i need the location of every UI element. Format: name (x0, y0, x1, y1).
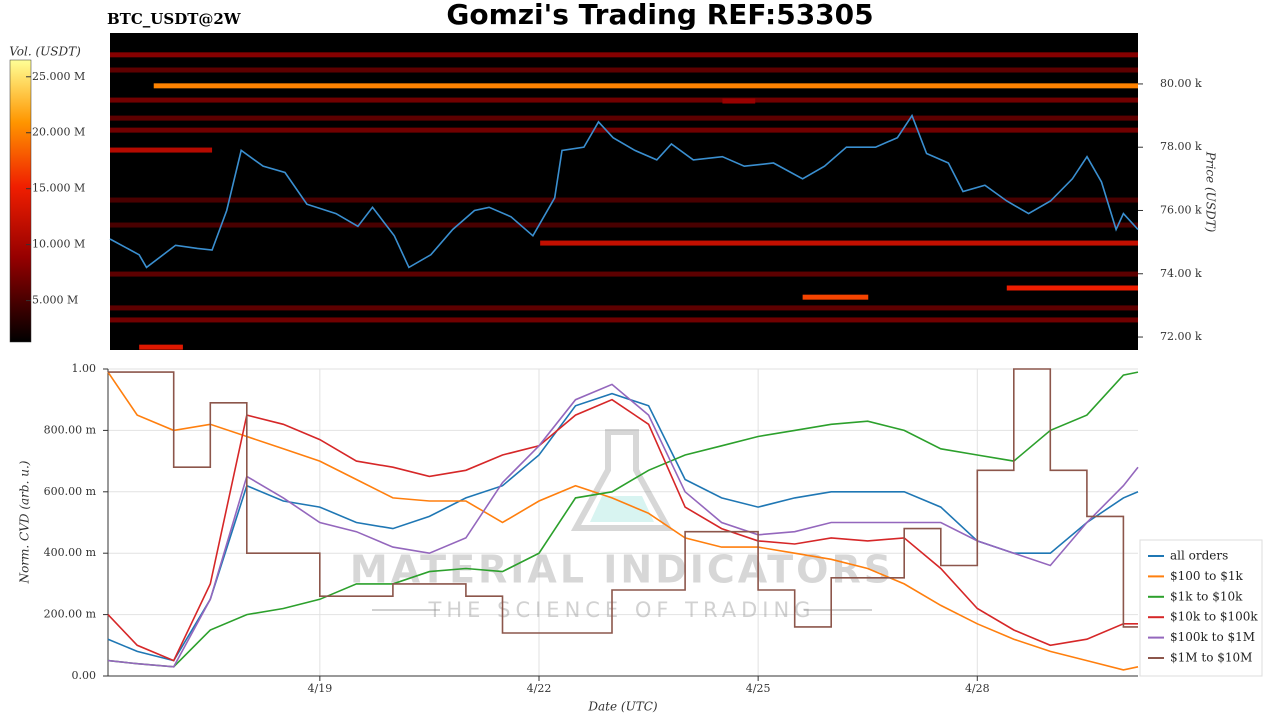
liquidity-band (110, 147, 213, 153)
liquidity-band (110, 222, 1138, 228)
liquidity-band (540, 240, 1138, 246)
liquidity-band (110, 97, 1138, 103)
colorbar-tick-label: 5.000 M (32, 294, 78, 307)
x-tick-label: 4/25 (746, 682, 771, 695)
chart-title: Gomzi's Trading REF:53305 (446, 0, 873, 31)
liquidity-band (110, 52, 1138, 58)
legend-label: $100 to $1k (1170, 569, 1243, 583)
x-axis-title: Date (UTC) (587, 700, 657, 714)
liquidity-band (1006, 285, 1138, 291)
colorbar-tick-label: 20.000 M (32, 126, 85, 139)
y-tick-label: 1.00 (72, 362, 97, 375)
cvd-line (107, 371, 1139, 671)
y-tick-label: 200.00 m (44, 608, 97, 621)
legend-label: $1k to $10k (1170, 589, 1243, 603)
heatmap-background (110, 33, 1138, 350)
liquidity-band (110, 127, 1138, 133)
plot-area (108, 369, 1138, 676)
legend-label: $100k to $1M (1170, 630, 1255, 644)
liquidity-band (802, 294, 869, 300)
colorbar-tick-label: 15.000 M (32, 182, 85, 195)
watermark-text: THE SCIENCE OF TRADING (428, 598, 816, 622)
liquidity-band (110, 317, 1138, 323)
colorbar (9, 59, 32, 343)
y-tick-label: 80.00 k (1160, 77, 1202, 90)
liquidity-band (110, 305, 1138, 311)
price-line (109, 113, 1139, 269)
liquidity-band (110, 197, 1138, 203)
cvd-line (107, 398, 1138, 662)
cvd-line (107, 371, 1139, 668)
y-tick-label: 78.00 k (1160, 140, 1202, 153)
y-tick-label: 72.00 k (1160, 330, 1202, 343)
colorbar-tick-label: 10.000 M (32, 238, 85, 251)
y-tick-label: 74.00 k (1160, 267, 1202, 280)
watermark-icon (570, 429, 674, 531)
liquidity-band (110, 115, 1138, 121)
watermark-icon (590, 496, 654, 522)
y-axis-title: Price (USDT) (1204, 151, 1218, 233)
y-axis-title: Norm. CVD (arb. u.) (18, 460, 32, 584)
liquidity-band (722, 98, 756, 104)
liquidity-band (139, 344, 183, 350)
legend-label: $1M to $10M (1170, 651, 1252, 665)
liquidity-band (110, 67, 1138, 73)
legend (1139, 539, 1263, 677)
colorbar-label: Vol. (USDT) (9, 45, 81, 59)
colorbar-tick-label: 25.000 M (32, 70, 85, 83)
legend-label: $10k to $100k (1170, 610, 1258, 624)
symbol: BTC_USDT@2W (107, 10, 242, 28)
x-tick-label: 4/28 (965, 682, 990, 695)
watermark-text: MATERIAL INDICATORS (350, 548, 894, 592)
cvd-line (108, 368, 1138, 634)
liquidity-band (153, 83, 1138, 89)
y-tick-label: 800.00 m (44, 423, 97, 436)
x-tick-label: 4/22 (527, 682, 552, 695)
y-tick-label: 76.00 k (1160, 203, 1202, 216)
legend-label: all orders (1170, 549, 1228, 563)
cvd-line (107, 383, 1139, 668)
x-tick-label: 4/19 (307, 682, 332, 695)
y-tick-label: 600.00 m (44, 485, 97, 498)
y-tick-label: 0.00 (72, 669, 97, 682)
heatmap (110, 52, 1138, 350)
liquidity-band (110, 271, 1138, 277)
y-tick-label: 400.00 m (44, 546, 97, 559)
